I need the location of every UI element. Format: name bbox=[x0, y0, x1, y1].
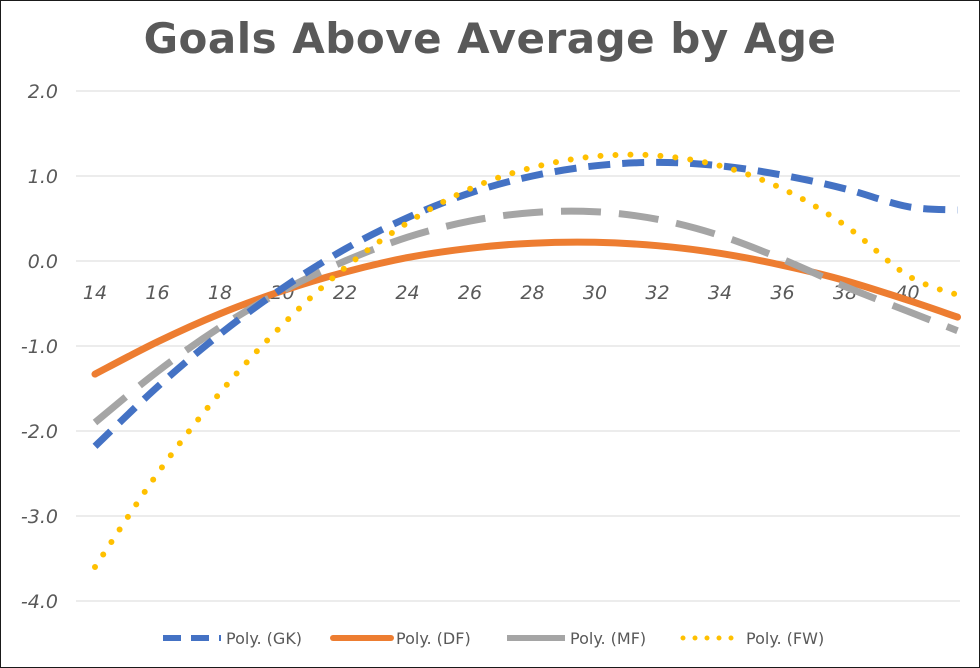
x-tick-label: 28 bbox=[520, 282, 544, 304]
gridlines bbox=[76, 90, 960, 602]
x-tick-label: 14 bbox=[83, 282, 107, 304]
x-tick-label: 24 bbox=[395, 282, 419, 304]
y-tick-label: -4.0 bbox=[21, 591, 58, 613]
x-tick-label: 30 bbox=[583, 282, 607, 304]
series-line-polymf bbox=[92, 207, 959, 426]
y-tick-label: -2.0 bbox=[21, 421, 58, 443]
y-tick-label: -3.0 bbox=[21, 506, 58, 528]
x-tick-label: 36 bbox=[770, 282, 794, 304]
y-tick-label: -1.0 bbox=[21, 336, 58, 358]
x-tick-label: 32 bbox=[645, 282, 669, 304]
x-tick-label: 22 bbox=[333, 282, 357, 304]
legend-label: Poly. (DF) bbox=[396, 629, 471, 648]
series-line-polygk bbox=[92, 158, 958, 449]
y-tick-label: 2.0 bbox=[28, 81, 58, 103]
x-axis-ticks: 14 16 18 20 22 24 26 28 30 32 34 36 38 40 bbox=[83, 282, 920, 304]
x-tick-label: 34 bbox=[708, 282, 732, 304]
x-tick-label: 16 bbox=[145, 282, 169, 304]
x-tick-label: 26 bbox=[458, 282, 482, 304]
y-tick-label: 0.0 bbox=[28, 251, 58, 273]
legend: Poly. (GK) Poly. (DF) Poly. (MF) Poly. (FW) bbox=[163, 629, 824, 648]
x-tick-label: 18 bbox=[208, 282, 232, 304]
legend-label: Poly. (MF) bbox=[570, 629, 646, 648]
y-axis-ticks: 2.0 1.0 0.0 -1.0 -2.0 -3.0 -4.0 bbox=[21, 81, 58, 613]
series-lines bbox=[91, 151, 961, 570]
series-line-polydf bbox=[91, 238, 961, 378]
legend-label: Poly. (FW) bbox=[746, 629, 824, 648]
series-line-polyfw bbox=[92, 151, 961, 570]
legend-label: Poly. (GK) bbox=[226, 629, 302, 648]
chart-title: Goals Above Average by Age bbox=[143, 14, 837, 63]
y-tick-label: 1.0 bbox=[28, 166, 58, 188]
